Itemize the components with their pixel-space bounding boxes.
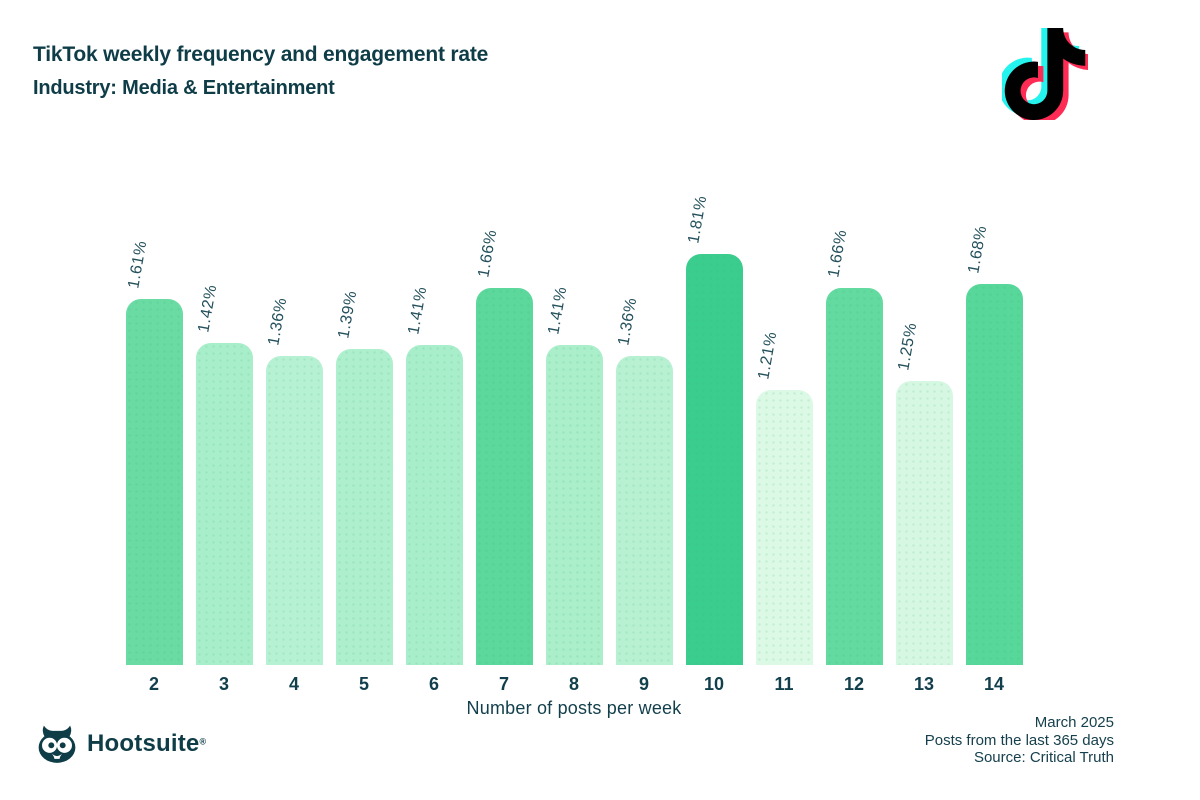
x-tick-label: 2 xyxy=(148,674,159,694)
bar: 1.42% xyxy=(195,283,253,665)
x-tick-label: 4 xyxy=(288,674,299,694)
bar: 1.25% xyxy=(895,321,953,665)
bar-value-label: 1.66% xyxy=(825,228,851,279)
x-tick-label: 8 xyxy=(568,674,579,694)
bar-column: 1.41% 8 xyxy=(539,285,609,694)
bar-value-label: 1.68% xyxy=(965,224,991,275)
bar-value-label: 1.41% xyxy=(545,285,571,336)
source-range: Posts from the last 365 days xyxy=(924,731,1114,749)
bar-column: 1.36% 9 xyxy=(609,296,679,694)
source-credit: Source: Critical Truth xyxy=(973,749,1114,766)
bar-value-label: 1.42% xyxy=(195,283,221,334)
bar-value-label: 1.66% xyxy=(475,228,501,279)
bar: 1.66% xyxy=(825,228,883,665)
x-tick-label: 11 xyxy=(774,674,794,694)
bar-chart: 1.61% 2 1.42% 3 1.36% 4 1.39% 5 1.41% 6 1.66% 7 1.41… xyxy=(119,194,1029,694)
bar-value-label: 1.61% xyxy=(125,239,151,290)
source-info: March 2025 Posts from the last 365 days … xyxy=(925,714,1114,767)
bar-column: 1.41% 6 xyxy=(399,285,469,694)
bar: 1.39% xyxy=(335,289,393,665)
bar: 1.68% xyxy=(965,224,1023,665)
bar: 1.41% xyxy=(545,285,603,665)
bar-value-label: 1.21% xyxy=(755,330,781,381)
chart-subtitle: Industry: Media & Entertainment xyxy=(33,77,335,99)
bar-column: 1.81% 10 xyxy=(679,194,749,694)
bar: 1.61% xyxy=(125,239,183,665)
x-tick-label: 14 xyxy=(983,674,1005,694)
bar: 1.36% xyxy=(265,296,323,665)
bar-column: 1.21% 11 xyxy=(749,330,819,694)
hootsuite-wordmark: Hootsuite xyxy=(87,730,200,757)
bar-column: 1.66% 7 xyxy=(469,228,539,694)
bar-column: 1.39% 5 xyxy=(329,289,399,694)
bar: 1.41% xyxy=(405,285,463,665)
bar-value-label: 1.39% xyxy=(335,289,361,340)
source-date: March 2025 xyxy=(1034,714,1114,731)
x-tick-label: 13 xyxy=(913,674,935,694)
bar: 1.21% xyxy=(755,330,813,665)
bar: 1.36% xyxy=(615,296,673,665)
bar-value-label: 1.41% xyxy=(405,285,431,336)
bar-column: 1.42% 3 xyxy=(189,283,259,694)
x-tick-label: 5 xyxy=(358,674,369,694)
bar: 1.81% xyxy=(685,194,743,665)
bar-value-label: 1.36% xyxy=(615,296,641,347)
x-tick-label: 10 xyxy=(703,674,725,694)
hootsuite-owl-icon xyxy=(38,725,76,763)
x-tick-label: 9 xyxy=(638,674,649,694)
chart-title: TikTok weekly frequency and engagement r… xyxy=(33,43,489,66)
bar-column: 1.61% 2 xyxy=(119,239,189,694)
bar: 1.66% xyxy=(475,228,533,665)
tiktok-note-icon xyxy=(1002,28,1088,120)
bar-column: 1.25% 13 xyxy=(889,321,959,694)
x-axis-title: Number of posts per week xyxy=(466,698,682,718)
registered-mark: ® xyxy=(199,736,207,747)
hootsuite-brand: Hootsuite® xyxy=(36,724,206,764)
x-tick-label: 6 xyxy=(428,674,439,694)
bar-column: 1.66% 12 xyxy=(819,228,889,694)
x-tick-label: 7 xyxy=(498,674,509,694)
x-tick-label: 12 xyxy=(843,674,865,694)
bar-value-label: 1.36% xyxy=(265,296,291,347)
bar-value-label: 1.25% xyxy=(895,321,921,372)
bar-value-label: 1.81% xyxy=(685,194,711,245)
x-tick-label: 3 xyxy=(218,674,229,694)
bar-column: 1.36% 4 xyxy=(259,296,329,694)
header: TikTok weekly frequency and engagement r… xyxy=(33,44,488,98)
bar-column: 1.68% 14 xyxy=(959,224,1029,694)
